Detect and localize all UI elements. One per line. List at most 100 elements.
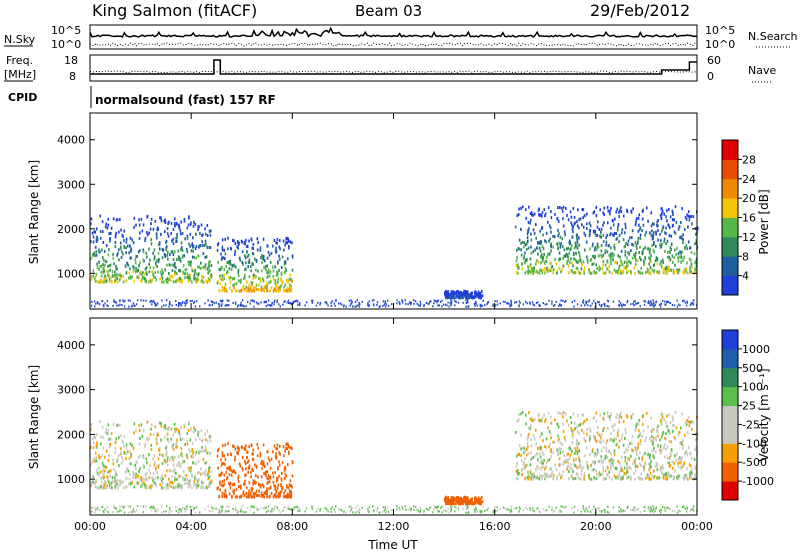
velocity-cell xyxy=(539,455,542,459)
power-cell xyxy=(675,253,678,257)
velocity-cell xyxy=(667,428,669,432)
power-cell xyxy=(527,230,530,234)
power-cell xyxy=(199,231,201,235)
power-cell xyxy=(444,303,447,306)
power-cell xyxy=(533,304,536,307)
power-cell xyxy=(611,255,614,259)
velocity-cell xyxy=(466,505,469,508)
velocity-cell xyxy=(555,468,558,472)
velocity-cell xyxy=(231,495,233,499)
velocity-cell xyxy=(514,507,516,510)
power-cell xyxy=(262,237,265,241)
power-cell xyxy=(661,266,663,270)
power-cell xyxy=(677,259,680,263)
velocity-cell xyxy=(544,465,547,469)
velocity-cell xyxy=(659,438,661,442)
velocity-cell xyxy=(588,427,591,431)
power-cell xyxy=(588,300,590,303)
power-cell xyxy=(685,304,688,307)
velocity-cell xyxy=(450,501,452,505)
power-cell xyxy=(194,305,197,308)
velocity-cell xyxy=(171,455,174,459)
power-cell xyxy=(196,277,199,281)
power-cell xyxy=(241,304,244,307)
velocity-cell xyxy=(549,475,551,479)
velocity-cell xyxy=(654,510,656,513)
power-cell xyxy=(270,251,273,255)
velocity-cell xyxy=(185,473,188,477)
power-cell xyxy=(112,274,114,278)
power-cell xyxy=(98,303,101,306)
velocity-cell xyxy=(94,511,96,514)
power-cell xyxy=(272,289,275,293)
power-cell xyxy=(641,229,643,233)
velocity-cell xyxy=(187,466,190,470)
velocity-cell xyxy=(161,461,164,465)
velocity-cell xyxy=(613,459,615,463)
velocity-cell xyxy=(195,438,197,442)
power-cell xyxy=(202,252,205,256)
velocity-cell xyxy=(139,477,141,481)
velocity-cell xyxy=(594,477,597,481)
power-cell xyxy=(213,302,216,305)
velocity-cell xyxy=(576,472,579,476)
velocity-cell xyxy=(542,439,544,443)
power-cell xyxy=(125,271,128,275)
power-cell xyxy=(662,270,665,274)
velocity-cell xyxy=(224,458,227,462)
velocity-cell xyxy=(245,511,247,514)
velocity-cell xyxy=(267,509,269,512)
velocity-cell xyxy=(100,470,103,474)
velocity-cell xyxy=(464,501,467,505)
power-cell xyxy=(586,226,588,230)
velocity-cell xyxy=(206,473,209,477)
power-cell xyxy=(148,270,151,274)
power-cell xyxy=(123,300,125,303)
nave-label: Nave xyxy=(748,64,776,77)
power-cell xyxy=(692,215,695,219)
velocity-cell xyxy=(550,455,552,459)
velocity-cell xyxy=(587,510,589,513)
power-cell xyxy=(221,289,224,293)
power-cell xyxy=(627,239,630,243)
velocity-cell xyxy=(592,468,595,472)
power-cell xyxy=(592,262,595,266)
velocity-cell xyxy=(108,483,111,487)
velocity-cell xyxy=(103,483,105,487)
velocity-cell xyxy=(627,465,630,469)
power-cell xyxy=(247,260,250,264)
power-cell xyxy=(671,210,674,214)
power-cell xyxy=(220,267,222,271)
power-cell xyxy=(276,280,279,284)
power-cell xyxy=(122,235,124,239)
velocity-cell xyxy=(624,510,626,513)
power-cell xyxy=(647,219,649,223)
power-cell xyxy=(529,257,532,261)
velocity-cell xyxy=(650,430,653,434)
power-cell xyxy=(653,241,655,245)
velocity-cell xyxy=(166,437,169,441)
power-cell xyxy=(247,288,250,292)
power-cell xyxy=(538,246,541,250)
power-cell xyxy=(550,230,552,234)
velocity-cell xyxy=(682,464,684,468)
power-cell xyxy=(660,217,663,221)
velocity-cell xyxy=(285,484,288,488)
power-cell xyxy=(544,239,546,243)
power-cell xyxy=(666,209,668,213)
velocity-cell xyxy=(649,463,651,467)
velocity-cell xyxy=(683,461,686,465)
velocity-cell xyxy=(284,467,287,471)
velocity-cell xyxy=(620,437,623,441)
power-cell xyxy=(253,289,255,293)
power-cell xyxy=(608,253,611,257)
velocity-cell xyxy=(606,426,609,430)
velocity-cell xyxy=(516,471,519,475)
nave-series xyxy=(89,70,698,74)
velocity-cell xyxy=(257,446,259,450)
velocity-cell xyxy=(562,430,565,434)
velocity-cell xyxy=(562,411,565,415)
power-cell xyxy=(591,262,594,266)
power-cell xyxy=(175,236,177,240)
power-cell xyxy=(618,300,620,303)
